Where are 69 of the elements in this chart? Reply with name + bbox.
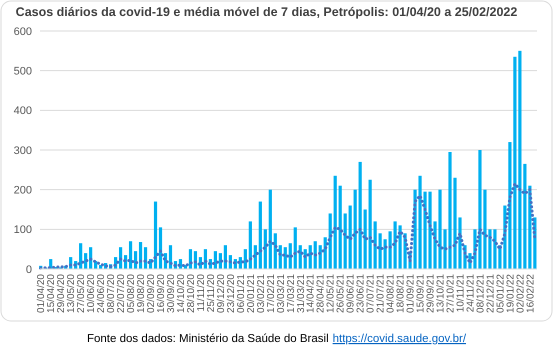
x-tick-label: 25/11/20 (206, 274, 217, 312)
x-tick-label: 10/11/21 (455, 274, 466, 312)
x-tick-label: 01/04/20 (36, 274, 48, 313)
x-tick-label: 17/02/21 (266, 274, 277, 313)
y-tick-label: 600 (14, 26, 32, 38)
y-tick-label: 500 (14, 66, 32, 78)
x-tick-label: 05/08/20 (126, 274, 138, 313)
x-tick-label: 20/01/21 (246, 274, 257, 313)
bar (418, 176, 422, 269)
x-tick-label: 15/04/20 (46, 274, 58, 313)
bar (483, 190, 487, 269)
bar (518, 50, 522, 269)
x-tick-label: 24/11/21 (465, 274, 476, 312)
x-tick-label: 08/07/20 (106, 274, 118, 313)
bar (453, 178, 457, 269)
x-tick-label: 09/06/21 (346, 274, 357, 313)
y-tick-label: 400 (14, 105, 32, 118)
x-tick-label: 03/02/21 (256, 274, 267, 313)
x-tick-label: 14/04/21 (306, 274, 317, 313)
x-tick-label: 19/01/22 (505, 274, 516, 313)
y-tick-label: 300 (14, 144, 32, 157)
x-tick-label: 23/12/20 (226, 274, 237, 313)
x-tick-label: 06/01/21 (236, 274, 247, 313)
source-note: Fonte dos dados: Ministério da Saúde do Brasil (86, 333, 329, 345)
y-tick-label: 100 (14, 224, 32, 236)
x-tick-label: 27/10/21 (446, 274, 457, 313)
x-tick-label: 22/07/20 (116, 274, 128, 313)
x-tick-label: 02/02/22 (515, 274, 526, 313)
x-tick-label: 17/03/21 (286, 274, 297, 313)
line-series (39, 182, 536, 270)
x-tick-label: 26/05/21 (336, 274, 347, 313)
bar (513, 56, 516, 269)
x-tick-label: 23/06/21 (356, 274, 367, 313)
x-tick-label: 22/12/21 (485, 274, 496, 313)
y-tick-label: 200 (14, 184, 32, 197)
x-tick-label: 07/07/21 (366, 274, 377, 313)
x-tick-label: 04/08/21 (386, 274, 397, 313)
x-tick-label: 16/09/20 (156, 274, 168, 313)
x-tick-label: 29/09/21 (426, 274, 437, 313)
text: https://covid.saude.gov.br/ (332, 333, 467, 345)
x-tick-label: 11/11/20 (196, 274, 207, 312)
x-tick-label: 27/05/20 (76, 274, 88, 313)
x-tick-label: 30/09/20 (166, 274, 177, 313)
x-tick-label: 18/08/21 (396, 274, 407, 313)
x-tick-label: 05/01/22 (495, 274, 506, 313)
x-tick-label: 28/04/21 (316, 274, 327, 313)
x-tick-label: 12/05/21 (326, 274, 337, 313)
x-tick-label: 08/12/21 (475, 274, 486, 313)
bar (438, 190, 442, 269)
x-tick-label: 15/09/21 (416, 274, 427, 313)
x-tick-label: 31/03/21 (296, 274, 307, 313)
x-tick-label: 03/03/21 (276, 274, 287, 313)
bar (448, 152, 452, 269)
y-tick-label: 0 (26, 264, 32, 276)
x-tick-label: 01/09/21 (406, 274, 417, 313)
x-tick-label: 28/10/20 (186, 274, 197, 313)
x-tick-label: 16/02/22 (525, 274, 536, 313)
x-tick-label: 10/06/20 (86, 274, 98, 313)
x-tick-label: 02/09/20 (146, 274, 158, 313)
x-tick-label: 13/05/20 (66, 274, 78, 313)
x-tick-label: 13/10/21 (436, 274, 447, 313)
x-tick-label: 24/06/20 (96, 274, 108, 313)
x-tick-label: 19/08/20 (136, 274, 148, 313)
x-tick-label: 29/04/20 (56, 274, 68, 313)
x-tick-label: 21/07/21 (376, 274, 387, 313)
chart-title: Casos diários da covid-19 e média móvel de 7 dias, Petrópolis: 01/04/20 a 25/02/2022 (16, 5, 518, 19)
x-tick-label: 14/10/20 (176, 274, 187, 313)
bar (523, 164, 526, 269)
x-tick-label: 09/12/20 (216, 274, 227, 313)
